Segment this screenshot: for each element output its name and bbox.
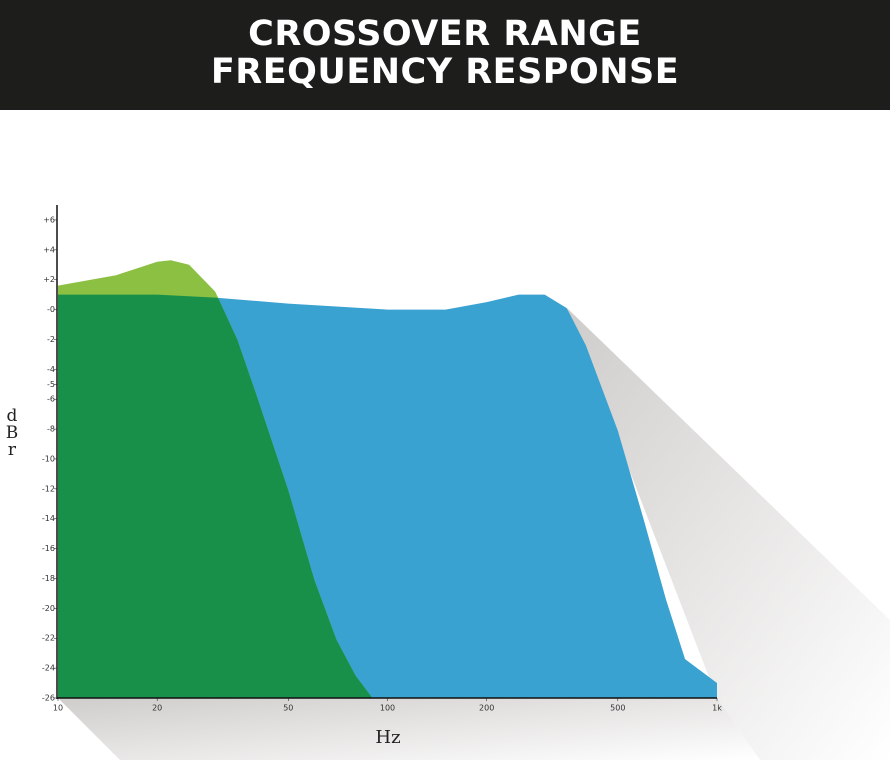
y-tick-label: -22 (42, 634, 55, 643)
x-axis-label: Hz (375, 727, 401, 748)
y-tick-label: -12 (42, 484, 55, 493)
y-tick-label: -2 (47, 335, 55, 344)
y-tick-label: -16 (42, 544, 55, 553)
y-tick-label: +4 (43, 245, 55, 254)
y-tick-label: -10 (42, 454, 55, 463)
x-tick-label: 50 (283, 704, 293, 713)
y-tick-label: -20 (42, 604, 55, 613)
y-axis-label: dBr (2, 406, 22, 457)
title-line: CROSSOVER RANGE (248, 14, 642, 54)
x-tick-label: 200 (479, 704, 494, 713)
overlap (58, 294, 373, 698)
shadow (567, 308, 890, 760)
header: CROSSOVER RANGE FREQUENCY RESPONSE (0, 0, 890, 110)
y-tick-label: -18 (42, 574, 55, 583)
x-tick-label: 20 (152, 704, 162, 713)
title-line: FREQUENCY RESPONSE (210, 52, 680, 92)
shadow (58, 698, 760, 760)
x-tick-label: 1k (712, 704, 722, 713)
x-tick-label: 100 (380, 704, 395, 713)
y-tick-label: -8 (47, 425, 55, 434)
y-tick-label: -14 (42, 514, 55, 523)
y-tick-label: -4 (47, 365, 55, 374)
y-tick-label: -5 (47, 380, 55, 389)
x-tick-label: 10 (53, 704, 63, 713)
x-tick-label: 500 (610, 704, 625, 713)
y-tick-label: +2 (43, 275, 55, 284)
y-tick-label: -24 (42, 664, 55, 673)
y-tick-label: +6 (43, 215, 55, 224)
y-tick-label: -0 (47, 305, 55, 314)
y-tick-label: -26 (42, 694, 55, 703)
y-tick-label: -6 (47, 395, 55, 404)
